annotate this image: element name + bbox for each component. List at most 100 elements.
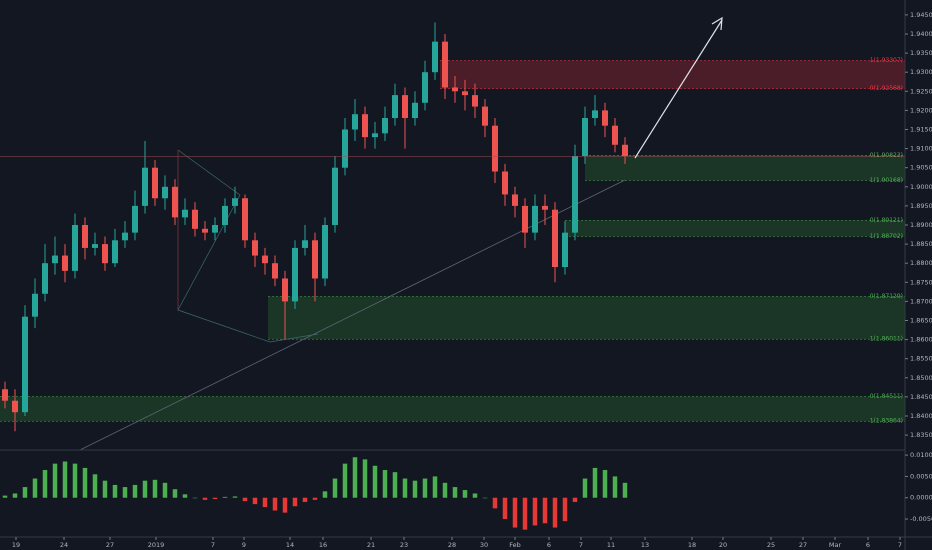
osc-bar xyxy=(212,497,218,500)
candle-body xyxy=(312,240,318,279)
x-tick-label: 19 xyxy=(12,541,20,549)
osc-bar xyxy=(342,463,348,498)
osc-bar xyxy=(552,497,558,528)
y-tick-label: 1.8450 xyxy=(910,393,932,401)
osc-bar xyxy=(462,490,468,498)
candle-body xyxy=(122,232,128,241)
candle-body xyxy=(22,316,28,413)
y-tick-label: 1.8850 xyxy=(910,240,932,248)
osc-bar xyxy=(12,493,18,498)
candle-body xyxy=(522,205,528,233)
osc-bar xyxy=(372,465,378,498)
osc-bar xyxy=(412,480,418,498)
x-tick-label: 7 xyxy=(579,541,583,549)
zone-bottom-label: 1(1.86011) xyxy=(870,336,903,343)
x-tick-label: 30 xyxy=(480,541,488,549)
osc-bar xyxy=(402,478,408,498)
osc-bar xyxy=(92,474,98,498)
arrow-head xyxy=(711,16,723,31)
osc-bar xyxy=(582,478,588,498)
candle-body xyxy=(152,167,158,199)
x-tick-label: 6 xyxy=(866,541,870,549)
y-tick-label: 1.8600 xyxy=(910,336,932,344)
zone xyxy=(585,155,905,181)
osc-bar xyxy=(522,497,528,530)
osc-bar xyxy=(132,484,138,498)
candle-body xyxy=(272,263,278,279)
candle-body xyxy=(192,209,198,229)
candle-body xyxy=(332,167,338,225)
candle-body xyxy=(622,144,628,157)
candle-body xyxy=(472,95,478,107)
zones: 1(1.93307) 0(1.92568) 0(1.90823) 1(1.90168)… xyxy=(0,57,905,425)
osc-bar xyxy=(292,497,298,507)
candle-body xyxy=(92,244,98,248)
x-tick-label: 20 xyxy=(719,541,727,549)
osc-bar xyxy=(352,457,358,498)
osc-bar xyxy=(432,476,438,498)
x-tick-label: 11 xyxy=(607,541,615,549)
x-tick-label: 7 xyxy=(898,541,902,549)
candle-body xyxy=(2,389,8,401)
osc-bar xyxy=(72,463,78,498)
osc-bar xyxy=(392,472,398,498)
candle-body xyxy=(402,95,408,119)
osc-bar xyxy=(232,496,238,498)
osc-bar xyxy=(252,497,258,505)
x-tick-label: 18 xyxy=(688,541,696,549)
y-tick-label: 1.9050 xyxy=(910,164,932,172)
y-tick-label: 1.8950 xyxy=(910,202,932,210)
x-tick-label: 27 xyxy=(799,541,807,549)
osc-bar xyxy=(512,497,518,528)
zone-bottom-label: 1(1.90168) xyxy=(870,177,903,184)
osc-bar xyxy=(112,484,118,498)
axes: 1.8350 1.8400 1.8450 1.8500 1.8550 1.8600 1.86… xyxy=(12,11,932,549)
candle-body xyxy=(232,198,238,206)
candle-body xyxy=(292,247,298,302)
osc-bar xyxy=(162,482,168,498)
candle-body xyxy=(532,205,538,233)
candle-body xyxy=(252,240,258,256)
osc-bar xyxy=(502,497,508,520)
osc-bar xyxy=(202,497,208,500)
candle-body xyxy=(132,205,138,233)
x-tick-label: 25 xyxy=(767,541,775,549)
osc-bar xyxy=(2,495,8,498)
candles xyxy=(0,22,905,432)
osc-bar xyxy=(262,497,268,508)
candle-body xyxy=(442,41,448,88)
candle-body xyxy=(242,198,248,241)
osc-bar xyxy=(492,497,498,509)
candle-body xyxy=(102,244,108,264)
candle-body xyxy=(462,91,468,96)
zone-bottom-label: 0(1.92568) xyxy=(870,85,903,92)
candle-body xyxy=(52,255,58,264)
osc-bar xyxy=(182,494,188,498)
candle-body xyxy=(202,228,208,233)
osc-bar xyxy=(122,487,128,498)
candle-body xyxy=(512,194,518,206)
zone-top-label: 0(1.84511) xyxy=(870,393,903,400)
x-tick-label: 7 xyxy=(211,541,215,549)
osc-bar xyxy=(272,497,278,511)
x-tick-label: 6 xyxy=(547,541,551,549)
candle-body xyxy=(12,400,18,413)
candle-body xyxy=(582,118,588,157)
zone xyxy=(268,296,905,340)
y-tick-label: 1.9100 xyxy=(910,145,932,153)
y-tick-label: 1.9150 xyxy=(910,125,932,133)
x-tick-label: 21 xyxy=(367,541,375,549)
candle-body xyxy=(162,186,168,199)
y-tick-label: 1.8650 xyxy=(910,317,932,325)
osc-bar xyxy=(482,497,488,499)
candle-body xyxy=(592,110,598,119)
candle-body xyxy=(172,186,178,218)
candle-body xyxy=(542,205,548,210)
osc-bar xyxy=(362,459,368,498)
osc-bar xyxy=(442,482,448,498)
zone xyxy=(0,396,905,422)
candle-body xyxy=(362,114,368,138)
candle-body xyxy=(212,225,218,233)
candle-body xyxy=(112,240,118,264)
